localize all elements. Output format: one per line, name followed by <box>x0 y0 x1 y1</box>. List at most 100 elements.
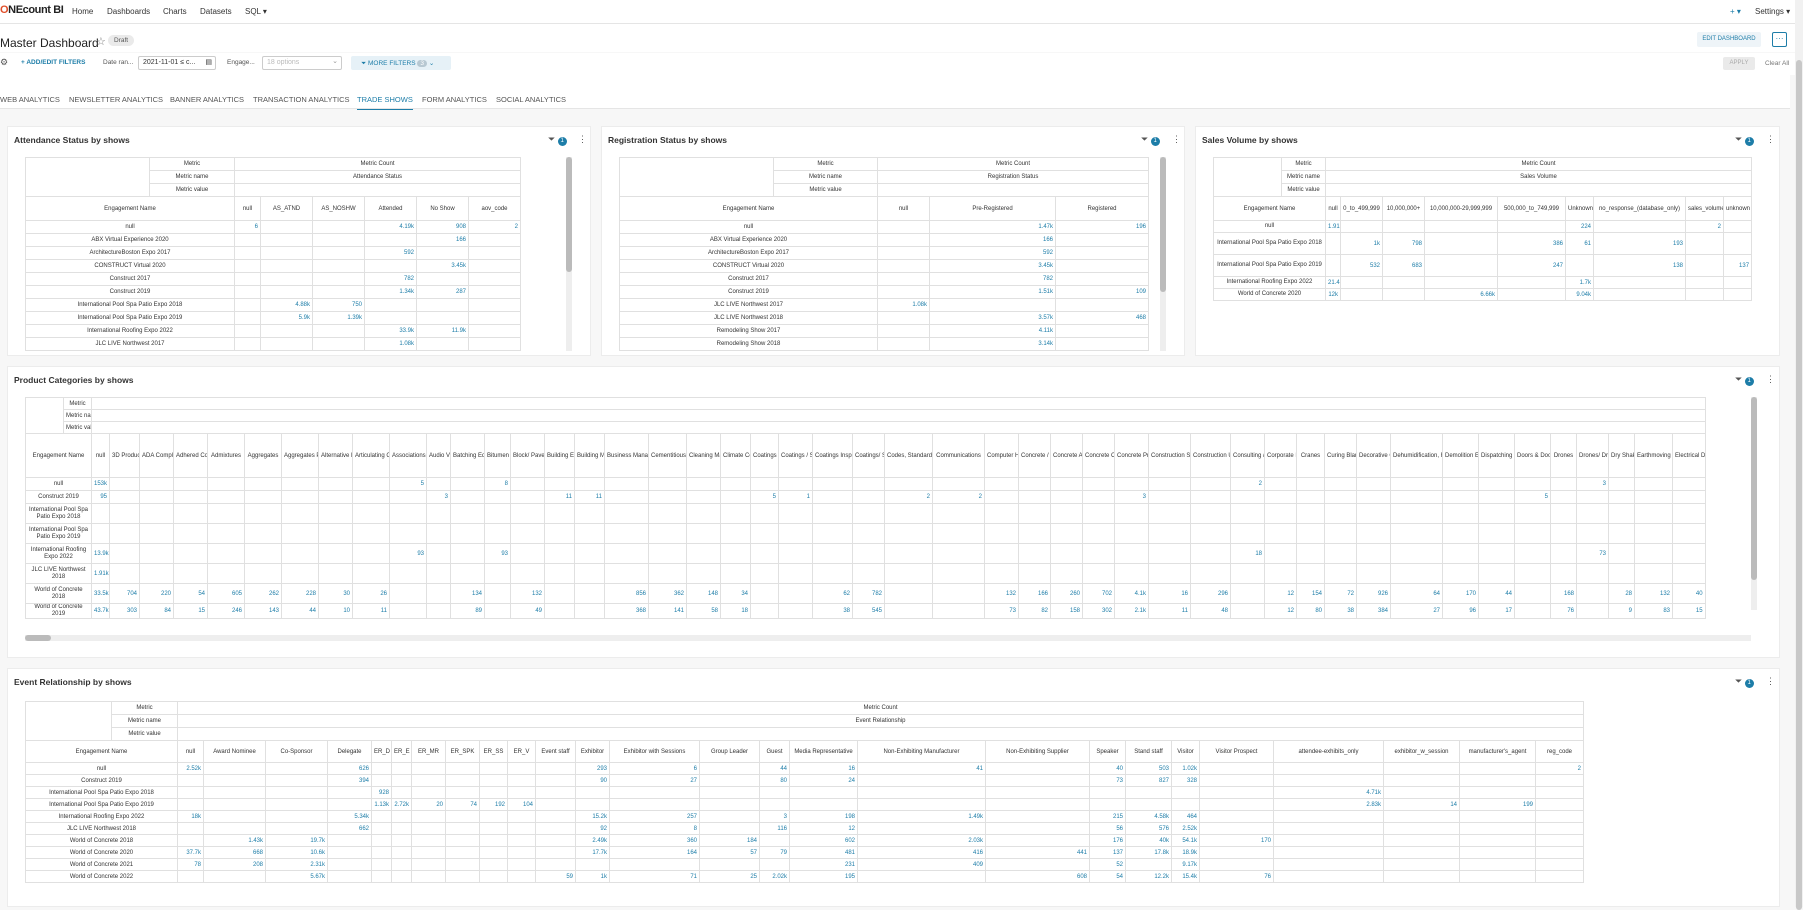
more-actions-button[interactable]: ··· <box>1772 32 1787 47</box>
column-header: Building Envelope <box>544 433 575 478</box>
tab-trade-shows[interactable]: TRADE SHOWS <box>357 95 413 110</box>
table-cell <box>812 490 853 504</box>
table-cell <box>1018 477 1051 491</box>
column-header: Articulating Concrete Block <box>352 433 390 478</box>
table-cell <box>604 563 649 584</box>
tab-social-analytics[interactable]: SOCIAL ANALYTICS <box>496 95 567 104</box>
filter-indicator[interactable]: ⏷ 1 <box>1141 134 1160 146</box>
edit-dashboard-button[interactable]: EDIT DASHBOARD <box>1697 32 1761 47</box>
clear-all-button[interactable]: Clear All <box>1765 60 1790 67</box>
filter-settings-icon[interactable]: ⚙ <box>0 57 9 67</box>
table-cell: 198 <box>789 810 858 823</box>
table-cell <box>1324 477 1357 491</box>
column-header: Batching Equipment <box>450 433 485 478</box>
column-header: Speaker <box>1089 740 1126 763</box>
table-cell <box>416 337 469 351</box>
table-cell <box>391 774 412 787</box>
kebab-menu-icon[interactable]: ⋮ <box>1172 134 1181 144</box>
table-cell <box>812 563 853 584</box>
pivot-table: Metric Metric Count Metric name Attendance … <box>25 157 573 351</box>
table-cell <box>1672 523 1706 544</box>
onecount-logo[interactable]: ONEcount BI <box>0 4 64 16</box>
vertical-scrollbar[interactable] <box>1160 157 1166 351</box>
nav-sql[interactable]: SQL ▾ <box>245 7 267 16</box>
more-filters-button[interactable]: ⏷ MORE FILTERS 3 ⌄ <box>351 56 451 70</box>
nav-datasets[interactable]: Datasets <box>200 7 232 16</box>
page-scrollbar[interactable] <box>1795 0 1803 910</box>
filter-indicator[interactable]: ⏷ 1 <box>1735 676 1754 688</box>
nav-charts[interactable]: Charts <box>163 7 187 16</box>
row-label: Construct 2017 <box>619 272 878 286</box>
apply-button[interactable]: APPLY <box>1723 57 1755 70</box>
table-cell: 1.49k <box>857 810 986 823</box>
date-range-input[interactable]: 2021-11-01 ≤ c... ▤ <box>138 56 216 70</box>
filter-indicator[interactable]: ⏷ 1 <box>548 134 567 146</box>
table-cell <box>244 477 282 491</box>
table-cell <box>1424 254 1498 277</box>
kebab-menu-icon[interactable]: ⋮ <box>1766 374 1775 384</box>
tab-transaction-analytics[interactable]: TRANSACTION ANALYTICS <box>253 95 350 104</box>
table-cell <box>312 233 365 247</box>
table-cell: 137 <box>1089 846 1126 859</box>
table-cell <box>450 563 485 584</box>
kebab-menu-icon[interactable]: ⋮ <box>1766 134 1775 144</box>
pivot-header-label: Metric name <box>773 170 878 184</box>
table-cell <box>510 503 545 524</box>
tab-web-analytics[interactable]: WEB ANALYTICS <box>0 95 60 104</box>
column-header: Building Materials > Building Systems <box>574 433 605 478</box>
table-row: World of Concrete 2018 1.43k 19.7k 2.49k 360… <box>25 834 1585 847</box>
kebab-menu-icon[interactable]: ⋮ <box>578 134 587 144</box>
table-cell: 134 <box>450 583 485 604</box>
table-cell <box>1424 276 1498 289</box>
table-cell <box>1089 786 1126 799</box>
table-cell <box>352 563 390 584</box>
dashboard-title[interactable]: Master Dashboard <box>0 36 99 50</box>
row-label: International Roofing Expo 2022 <box>25 324 235 338</box>
table-cell: 148 <box>686 583 721 604</box>
table-cell <box>535 786 576 799</box>
table-cell <box>312 246 365 260</box>
add-edit-filters-button[interactable]: + ADD/EDIT FILTERS <box>21 59 86 66</box>
table-cell <box>352 477 390 491</box>
tab-banner-analytics[interactable]: BANNER ANALYTICS <box>170 95 245 104</box>
add-new-menu[interactable]: + ▾ <box>1730 7 1741 16</box>
engagement-select[interactable]: 18 options ⌄ <box>262 56 342 70</box>
table-cell <box>648 503 687 524</box>
table-cell <box>877 337 930 351</box>
nav-dashboards[interactable]: Dashboards <box>107 7 151 16</box>
kebab-menu-icon[interactable]: ⋮ <box>1766 676 1775 686</box>
table-cell <box>877 272 930 286</box>
calendar-icon: ▤ <box>205 59 212 66</box>
table-cell <box>750 603 779 619</box>
nav-home[interactable]: Home <box>72 7 94 16</box>
table-cell <box>1054 337 1150 351</box>
filter-indicator[interactable]: ⏷ 1 <box>1735 374 1754 386</box>
table-cell <box>1390 503 1443 524</box>
table-cell <box>1442 490 1479 504</box>
pivot-header-value: Event Relationship <box>176 714 1585 728</box>
filter-indicator[interactable]: ⏷ 1 <box>1735 134 1754 146</box>
tab-form-analytics[interactable]: FORM ANALYTICS <box>422 95 487 104</box>
vertical-scrollbar[interactable] <box>566 157 572 351</box>
star-icon[interactable]: ☆ <box>96 36 106 48</box>
draft-badge[interactable]: Draft <box>108 35 135 46</box>
horizontal-scrollbar[interactable] <box>25 635 1751 641</box>
filter-count-badge: 1 <box>1150 137 1160 146</box>
pivot-header-value: Sales Volume <box>1324 170 1753 184</box>
table-cell: 170 <box>1199 834 1274 847</box>
table-cell <box>1390 523 1443 544</box>
table-row: ArchitectureBoston Expo 2017 592 <box>25 246 522 260</box>
table-row: World of Concrete 2020 12k 6.66k 9.04k <box>1213 288 1753 301</box>
tab-newsletter-analytics[interactable]: NEWSLETTER ANALYTICS <box>69 95 164 104</box>
vertical-scrollbar[interactable] <box>1751 397 1757 610</box>
table-cell <box>207 477 245 491</box>
table-cell <box>1264 490 1297 504</box>
table-row: World of Concrete 2020 37.7k 668 10.6k 17.7k… <box>25 846 1585 859</box>
table-cell <box>426 583 451 604</box>
settings-menu[interactable]: Settings ▾ <box>1755 7 1791 16</box>
table-cell: 192 <box>479 798 508 811</box>
column-header: 3D Products <box>109 433 140 478</box>
table-cell: 11.9k <box>416 324 469 338</box>
table-cell <box>1722 220 1753 233</box>
